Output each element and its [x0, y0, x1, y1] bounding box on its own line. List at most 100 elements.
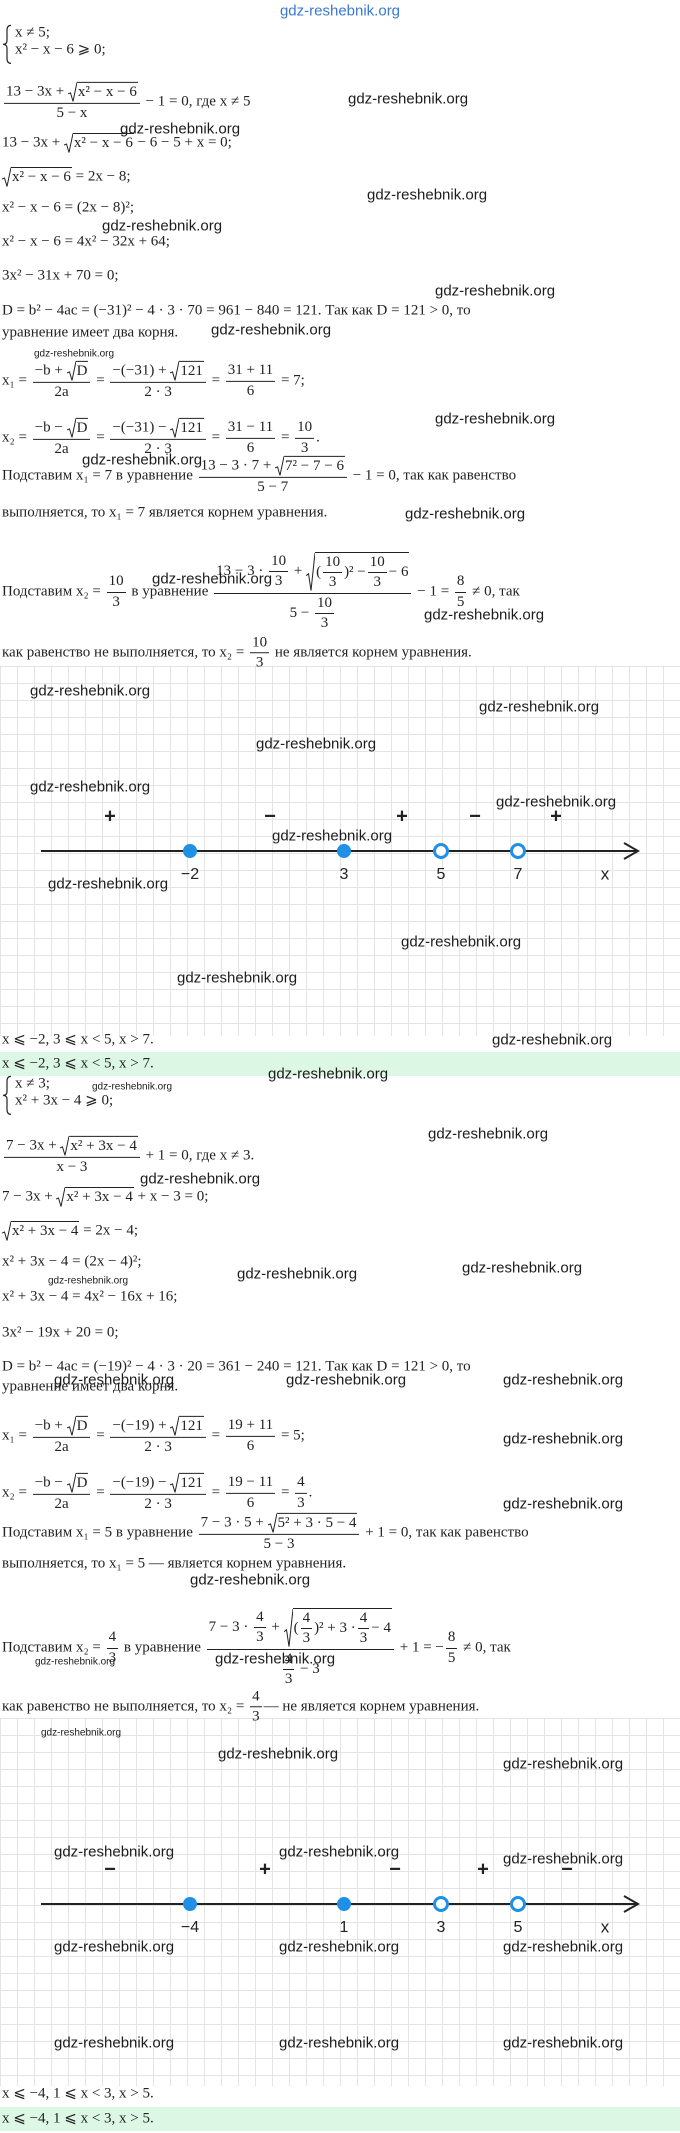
watermark: gdz-reshebnik.org [435, 282, 556, 300]
math-text: 3 [297, 1494, 305, 1511]
math-text: Подставим x₁ = 5 в уравнение [2, 1524, 197, 1541]
math-text: 10 [252, 634, 268, 651]
solution-line: 3x² − 31x + 70 = 0; [2, 267, 119, 284]
math-text: ( [293, 1620, 299, 1637]
watermark: gdz-reshebnik.org [140, 1170, 261, 1188]
numerator: −b − D [32, 417, 91, 440]
solution-line: D = b² − 4ac = (−19)² − 4 · 3 · 20 = 361… [2, 1358, 471, 1375]
radicand: 121 [179, 417, 204, 438]
math-text: )² + 3 · [314, 1620, 356, 1637]
math-text: 2 · 3 [144, 440, 172, 457]
radical-sign [67, 418, 76, 438]
math-text: 2a [54, 1495, 69, 1512]
math-text: 4 [108, 1629, 117, 1646]
radical-sign [2, 1221, 11, 1241]
math-text: 3 [284, 1670, 293, 1687]
system-rows: x ≠ 3; x² + 3x − 4 ⩾ 0; [12, 1075, 113, 1115]
math-text: 7² − 7 − 6 [285, 458, 344, 475]
denominator: 3 [301, 1629, 313, 1647]
watermark: gdz-reshebnik.org [496, 793, 617, 811]
point-label: 7 [514, 866, 523, 883]
system-row: x² − x − 6 ⩾ 0; [15, 42, 106, 59]
fraction: −(−31) + 121 2 · 3 [110, 360, 206, 401]
math-text: 7 − 3x + [6, 1137, 61, 1154]
interval-sign: − [561, 1858, 573, 1880]
math-text: 5 [447, 1649, 456, 1666]
filled-point [183, 1897, 197, 1911]
math-text: + [267, 1619, 284, 1636]
radicand: D [75, 1472, 89, 1493]
denominator: 5 − 7 [199, 478, 347, 496]
denominator: 5 [455, 593, 467, 611]
denominator: 3 [254, 1628, 266, 1646]
watermark: gdz-reshebnik.org [237, 1265, 358, 1283]
math-text: + 1 = 0, так как равенство [361, 1524, 529, 1541]
math-text: x − 3 [56, 1158, 88, 1175]
math-text: 3 [300, 439, 309, 456]
fraction: −b − D 2a [32, 417, 91, 458]
watermark: gdz-reshebnik.org [82, 451, 203, 469]
math-text: −(−19) + [112, 1417, 171, 1434]
solution-line: Подставим x₁ = 7 в уравнение 13 − 3 · 7 … [2, 455, 516, 496]
denominator: 2a [33, 1438, 91, 1456]
filled-point [183, 844, 197, 858]
square-root: D [67, 1472, 89, 1493]
math-text: 2 · 3 [144, 1495, 172, 1512]
math-text: x² − x − 6 = 4x² − 32x + 64; [2, 233, 170, 250]
math-text: 2a [54, 383, 69, 400]
math-text: 4 [252, 1688, 260, 1705]
denominator: 3 [295, 439, 314, 457]
watermark: gdz-reshebnik.org [435, 410, 556, 428]
math-text: 7 − 3 · 5 + [200, 1514, 268, 1531]
radicand: 121 [179, 1472, 204, 1493]
interval-sign: + [477, 1858, 489, 1880]
interval-sign: − [389, 1858, 401, 1880]
math-text: 8 [456, 573, 465, 590]
point-label: 3 [437, 1919, 446, 1936]
math-text: 10 [108, 573, 124, 590]
watermark: gdz-reshebnik.org [54, 1843, 175, 1861]
math-text: 31 − 11 [227, 419, 274, 436]
math-text: 3 [359, 1630, 368, 1647]
math-text: x² − x − 6 [12, 169, 71, 186]
math-text: 4 [359, 1610, 368, 1626]
math-text: 7 − 3 · [208, 1619, 253, 1636]
answer-highlight [0, 2107, 680, 2131]
interval-sign: − [104, 1858, 116, 1880]
watermark: gdz-reshebnik.org [367, 186, 488, 204]
solution-line: x ≠ 3; x² + 3x − 4 ⩾ 0; [2, 1075, 113, 1120]
solution-line: 7 − 3x + x² + 3x − 4 + x − 3 = 0; [2, 1187, 208, 1207]
numerator: 10 [315, 595, 335, 614]
math-text: ≠ 0, так [468, 583, 520, 600]
numerator: 10 [250, 634, 270, 654]
denominator: 3 [250, 1708, 262, 1726]
denominator: 2 · 3 [110, 1495, 205, 1513]
interval-sign: + [259, 1858, 271, 1880]
math-text: x² + 3x − 4 = 4x² − 16x + 16; [2, 1288, 178, 1305]
system-brace [2, 24, 12, 64]
fraction: 10 3 [250, 634, 270, 672]
point-label: −4 [181, 1919, 199, 1936]
math-text: 3 [252, 1708, 260, 1725]
numerator: 7 − 3 · 5 + 5² + 3 · 5 − 4 [198, 1512, 360, 1535]
denominator: 3 [107, 1649, 119, 1667]
math-text: D [76, 420, 88, 437]
math-text: 6 [246, 382, 255, 399]
numerator: −(−19) + 121 [110, 1415, 206, 1438]
solution-line: уравнение имеет два корня. [2, 324, 178, 341]
watermark: gdz-reshebnik.org [492, 1031, 613, 1049]
math-text: + 1 = − [395, 1639, 444, 1656]
numerator: 19 − 11 [225, 1474, 276, 1494]
open-point [433, 843, 449, 859]
math-text: x² + 3x − 4 = (2x − 4)²; [2, 1253, 142, 1270]
math-text: 2a [54, 440, 69, 457]
interval-sign: − [469, 805, 481, 827]
square-root: 121 [170, 360, 204, 381]
fraction: 10 3 [106, 573, 126, 611]
math-text: 4 [284, 1650, 293, 1667]
